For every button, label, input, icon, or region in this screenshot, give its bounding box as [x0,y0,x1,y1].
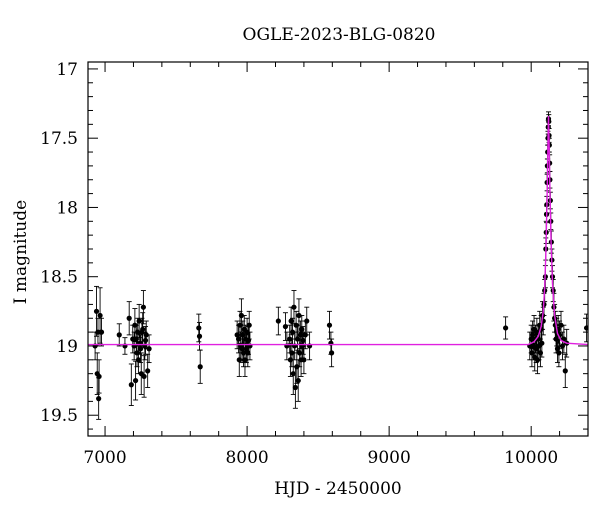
y-tick-label: 18.5 [40,268,78,288]
y-axis-label: I magnitude [11,200,31,304]
x-tick-label: 8000 [225,448,268,468]
data-point [329,338,335,368]
data-point [96,359,102,394]
data-point [246,310,252,340]
data-point [98,317,105,347]
data-point [141,355,147,398]
point-marker [275,318,281,324]
model-curve [88,116,588,346]
point-marker [143,332,149,338]
point-marker [300,337,306,344]
data-layer [88,111,588,420]
point-marker [503,325,509,331]
data-point [145,353,151,388]
point-marker [290,371,296,377]
point-marker [96,396,102,402]
point-marker [128,382,134,388]
data-point [137,334,144,364]
point-marker [539,340,545,346]
data-point [503,316,509,340]
point-marker [326,322,333,328]
point-marker [562,368,568,374]
point-marker [116,332,122,338]
point-marker [304,318,310,324]
data-point [300,326,306,355]
y-tick-label: 19.5 [40,406,78,426]
point-marker [96,373,102,380]
data-point [306,331,313,361]
x-axis-label: HJD - 2450000 [274,479,402,499]
point-marker [141,373,147,380]
data-point [140,290,146,325]
data-point [275,306,281,336]
point-marker [291,304,297,310]
point-marker [135,357,142,363]
point-marker [329,350,335,356]
axes: 7000 8000 9000 10000 17 17.5 18 18.5 19 19.5 [40,60,589,468]
point-marker [561,336,567,342]
point-marker [146,346,152,352]
data-point [197,349,203,384]
point-marker [282,323,289,330]
data-point [132,360,139,401]
y-tick-label: 17 [56,60,78,80]
point-marker [292,384,298,391]
plot-frame [87,61,589,437]
data-point [326,310,333,340]
point-marker [132,377,139,384]
point-marker [196,325,202,331]
data-point [562,353,568,388]
point-marker [145,368,151,374]
x-tick-label: 7000 [83,448,126,468]
point-marker [97,312,103,319]
point-marker [556,350,562,356]
point-marker [296,312,302,319]
point-marker [142,337,149,344]
point-marker [295,377,301,384]
data-point [128,363,134,406]
x-tick-label: 10000 [504,448,558,468]
point-marker [136,318,142,324]
data-point [146,334,152,364]
point-marker [98,329,105,335]
data-point [282,312,289,341]
point-marker [583,325,588,331]
data-point [122,337,128,355]
point-marker [246,322,252,328]
point-marker [301,357,307,363]
point-marker [140,326,146,332]
y-tick-label: 19 [56,337,78,357]
point-marker [196,333,203,339]
y-tick-label: 17.5 [40,129,78,149]
data-point [126,301,132,336]
point-marker [238,312,245,319]
data-point [116,323,122,347]
point-marker [137,346,144,352]
data-point [93,285,100,337]
y-tick-label: 18 [56,198,78,218]
point-marker [140,304,146,310]
point-marker [197,364,203,370]
data-point [561,324,567,354]
plot-area [88,111,588,420]
x-tick-label: 9000 [368,448,411,468]
point-marker [93,308,100,314]
data-point [140,312,146,347]
data-point [304,306,310,336]
point-marker [126,315,132,321]
chart-title: OGLE-2023-BLG-0820 [243,25,436,45]
point-marker [558,322,564,328]
